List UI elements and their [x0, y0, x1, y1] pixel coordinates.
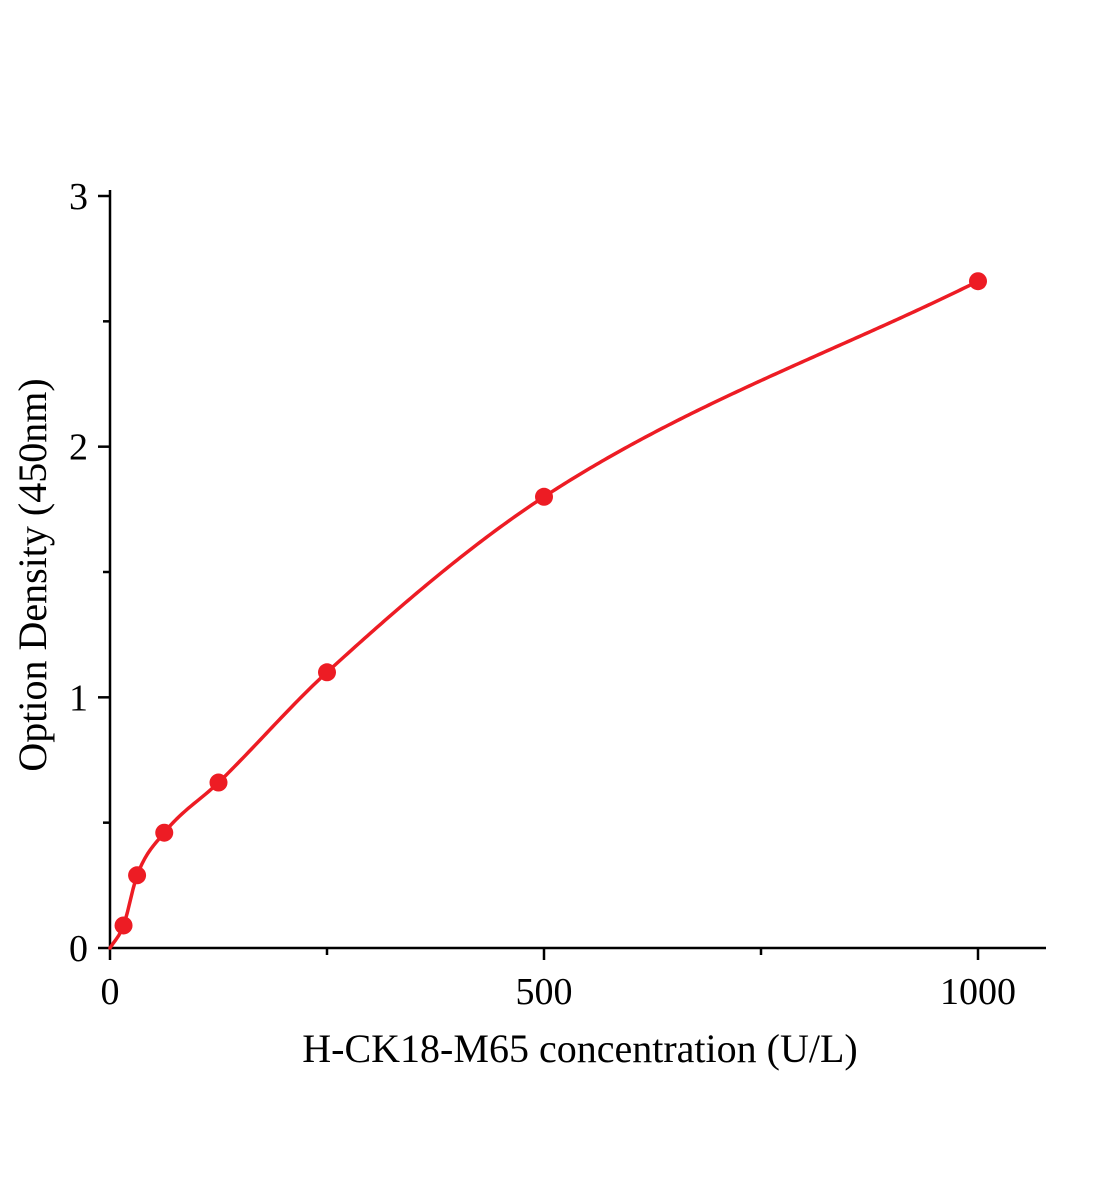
y-tick-label: 0 [69, 928, 88, 970]
x-tick-label: 1000 [940, 971, 1016, 1013]
data-point [128, 866, 147, 885]
data-point [209, 773, 228, 792]
y-tick-label: 3 [69, 176, 88, 218]
data-point [318, 663, 336, 682]
x-axis-title: H-CK18-M65 concentration (U/L) [302, 1026, 857, 1071]
plot-area: 0 500 1000 0 1 2 3 [69, 176, 1046, 1013]
y-axis-title: Option Density (450nm) [10, 378, 55, 771]
x-tick-label: 500 [516, 971, 573, 1013]
y-tick-label: 1 [69, 677, 88, 719]
data-point [155, 823, 174, 842]
fit-curve [108, 279, 980, 950]
data-point [969, 272, 987, 291]
y-tick-label: 2 [69, 427, 88, 469]
data-point [114, 916, 133, 935]
data-point [535, 487, 553, 506]
x-tick-label: 0 [101, 971, 120, 1013]
